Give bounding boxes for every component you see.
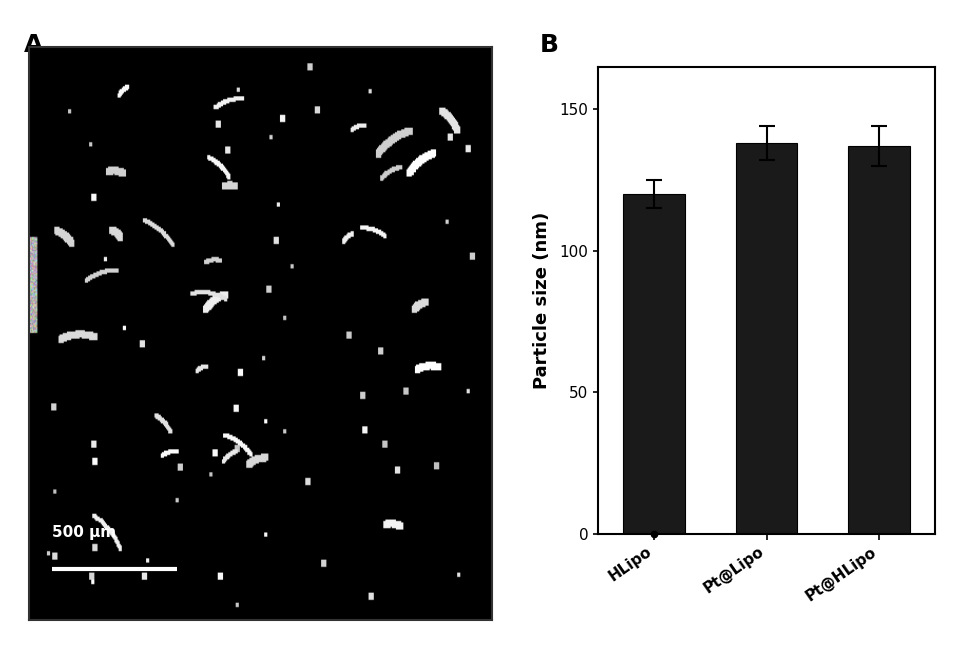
Bar xyxy=(735,143,798,534)
Y-axis label: Particle size (nm): Particle size (nm) xyxy=(533,211,551,389)
Bar xyxy=(848,146,910,534)
Text: B: B xyxy=(540,33,559,57)
Text: A: A xyxy=(24,33,44,57)
Bar xyxy=(623,194,685,534)
Text: 500 μm: 500 μm xyxy=(53,525,117,540)
